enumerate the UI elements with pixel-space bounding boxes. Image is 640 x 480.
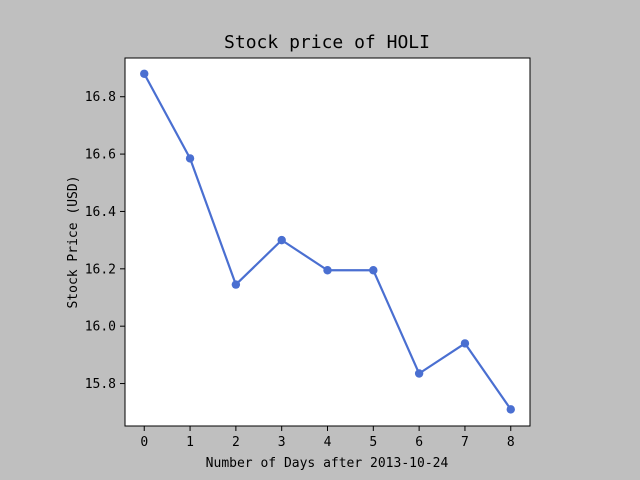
y-tick-label: 16.2 (85, 262, 116, 277)
data-point (277, 235, 286, 245)
series-layer (140, 69, 515, 414)
plot-area (124, 57, 531, 427)
x-tick-label: 1 (186, 435, 194, 450)
y-axis-ticks: 15.8 16.0 16.2 16.4 16.6 16.8 (85, 90, 125, 392)
y-axis-label: Stock Price (USD) (66, 175, 81, 308)
y-tick-label: 16.6 (85, 148, 116, 163)
y-tick-label: 16.4 (85, 205, 116, 220)
x-tick-label: 3 (278, 435, 286, 450)
x-tick-label: 6 (415, 435, 423, 450)
data-point (323, 266, 332, 275)
data-point (185, 154, 195, 163)
data-point (506, 405, 515, 414)
x-tick-label: 7 (461, 435, 469, 450)
x-tick-label: 8 (507, 435, 515, 450)
data-point (460, 339, 470, 348)
data-point (369, 266, 378, 275)
data-point (414, 369, 424, 378)
y-tick-label: 15.8 (85, 377, 116, 392)
data-point (140, 69, 149, 78)
chart-title: Stock price of HOLI (224, 32, 430, 53)
x-tick-label: 2 (232, 435, 240, 450)
x-axis-ticks: 0 1 2 3 4 5 6 7 8 (140, 426, 515, 450)
x-tick-label: 0 (140, 435, 148, 450)
y-tick-label: 16.0 (85, 320, 116, 335)
x-tick-label: 5 (369, 435, 377, 450)
y-tick-label: 16.8 (85, 90, 116, 105)
x-tick-label: 4 (324, 435, 332, 450)
data-point (231, 280, 241, 289)
x-axis-label: Number of Days after 2013-10-24 (206, 456, 449, 471)
